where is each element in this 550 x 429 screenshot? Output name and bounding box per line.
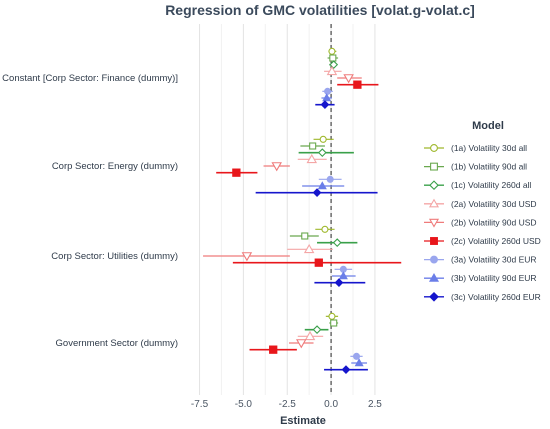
estimate-point [309, 142, 317, 150]
estimate-point [241, 252, 253, 262]
estimate-point [341, 365, 351, 375]
legend-item: (1a) Volatility 30d all [424, 143, 527, 153]
legend-label: (3a) Volatility 30d EUR [451, 255, 537, 265]
x-tick-label: -7.5 [191, 399, 209, 410]
legend-label: (1c) Volatility 260d all [451, 180, 531, 190]
estimate-point [328, 312, 336, 320]
legend-label: (2c) Volatility 260d USD [451, 236, 541, 246]
legend-label: (2a) Volatility 30d USD [451, 199, 537, 209]
estimate-point [312, 188, 322, 198]
estimate-point [329, 60, 339, 70]
estimate-point [319, 135, 327, 143]
estimate-point [332, 238, 342, 248]
legend-key-marker [429, 180, 439, 191]
estimate-point [304, 330, 316, 341]
legend-key-marker [428, 273, 440, 282]
y-category-label: Government Sector (dummy) [56, 338, 178, 349]
estimate-point [301, 232, 309, 240]
estimate-point [321, 225, 329, 233]
legend-key-marker [430, 144, 438, 152]
series-0 [313, 47, 339, 320]
x-tick-label: 0.0 [324, 399, 338, 410]
series-3 [287, 65, 342, 341]
series-6 [318, 87, 363, 360]
legend-key-marker [428, 198, 440, 208]
series-4 [203, 74, 362, 349]
estimate-point [328, 47, 336, 55]
series-5 [216, 80, 402, 354]
estimate-point [314, 258, 323, 267]
y-category-label: Constant [Corp Sector: Finance (dummy)] [2, 73, 178, 84]
legend-key-marker [428, 218, 440, 228]
estimate-point [326, 65, 338, 76]
estimate-point [317, 148, 327, 158]
y-tick-labels: Constant [Corp Sector: Finance (dummy)] C… [2, 73, 178, 349]
y-category-label: Corp Sector: Utilities (dummy) [51, 251, 178, 262]
estimate-point [324, 87, 332, 95]
legend-label: (3c) Volatility 260d EUR [451, 292, 541, 302]
series-7 [302, 93, 368, 367]
series-layer [203, 47, 402, 375]
legend-key-marker [430, 237, 438, 245]
x-axis-title: Estimate [280, 415, 326, 427]
estimate-point [303, 243, 315, 254]
estimate-point [322, 93, 332, 102]
estimate-point [320, 100, 330, 110]
estimate-point [295, 339, 307, 349]
legend-item: (3c) Volatility 260d EUR [424, 292, 541, 302]
estimate-point [271, 162, 282, 172]
chart-title: Regression of GMC volatilities [volat.g-… [165, 2, 475, 18]
legend-key-marker [430, 255, 438, 264]
x-tick-label: 2.5 [368, 399, 382, 410]
estimate-point [312, 325, 322, 335]
legend-item: (2c) Volatility 260d USD [424, 236, 541, 246]
estimate-point [330, 319, 338, 327]
estimate-point [353, 80, 362, 89]
series-2 [298, 60, 358, 335]
legend-item: (1c) Volatility 260d all [424, 180, 531, 190]
legend-item: (3b) Volatility 90d EUR [424, 273, 537, 283]
estimate-point [232, 168, 241, 177]
estimate-point [306, 153, 318, 164]
x-tick-label: -5.0 [235, 399, 253, 410]
series-8 [255, 100, 378, 375]
grid-layer [199, 24, 376, 395]
estimate-point [329, 54, 337, 62]
y-category-label: Corp Sector: Energy (dummy) [52, 161, 178, 172]
x-tick-label: -2.5 [279, 399, 297, 410]
legend-label: (3b) Volatility 90d EUR [451, 273, 537, 283]
legend-item: (3a) Volatility 30d EUR [424, 255, 537, 265]
estimate-point [269, 345, 278, 354]
estimate-point [338, 271, 348, 280]
legend-label: (1b) Volatility 90d all [451, 162, 527, 172]
legend-items: (1a) Volatility 30d all (1b) Volatility 9… [424, 143, 541, 302]
estimate-point [352, 352, 361, 360]
legend-item: (1b) Volatility 90d all [424, 162, 527, 172]
legend-label: (1a) Volatility 30d all [451, 143, 527, 153]
legend-item: (2b) Volatility 90d USD [424, 217, 537, 228]
estimate-point [326, 175, 334, 183]
estimate-point [317, 181, 327, 190]
legend: Model (1a) Volatility 30d all (1b) Volati… [424, 120, 541, 302]
estimate-point [354, 358, 364, 367]
series-1 [289, 54, 339, 327]
estimate-point [334, 278, 344, 288]
legend-key-marker [430, 162, 438, 171]
legend-label: (2b) Volatility 90d USD [451, 217, 537, 227]
x-tick-labels: -7.5 -5.0 -2.5 0.0 2.5 [191, 399, 382, 410]
estimate-point [343, 74, 354, 84]
legend-item: (2a) Volatility 30d USD [424, 198, 537, 209]
legend-key-marker [429, 291, 439, 302]
legend-title: Model [472, 120, 504, 132]
